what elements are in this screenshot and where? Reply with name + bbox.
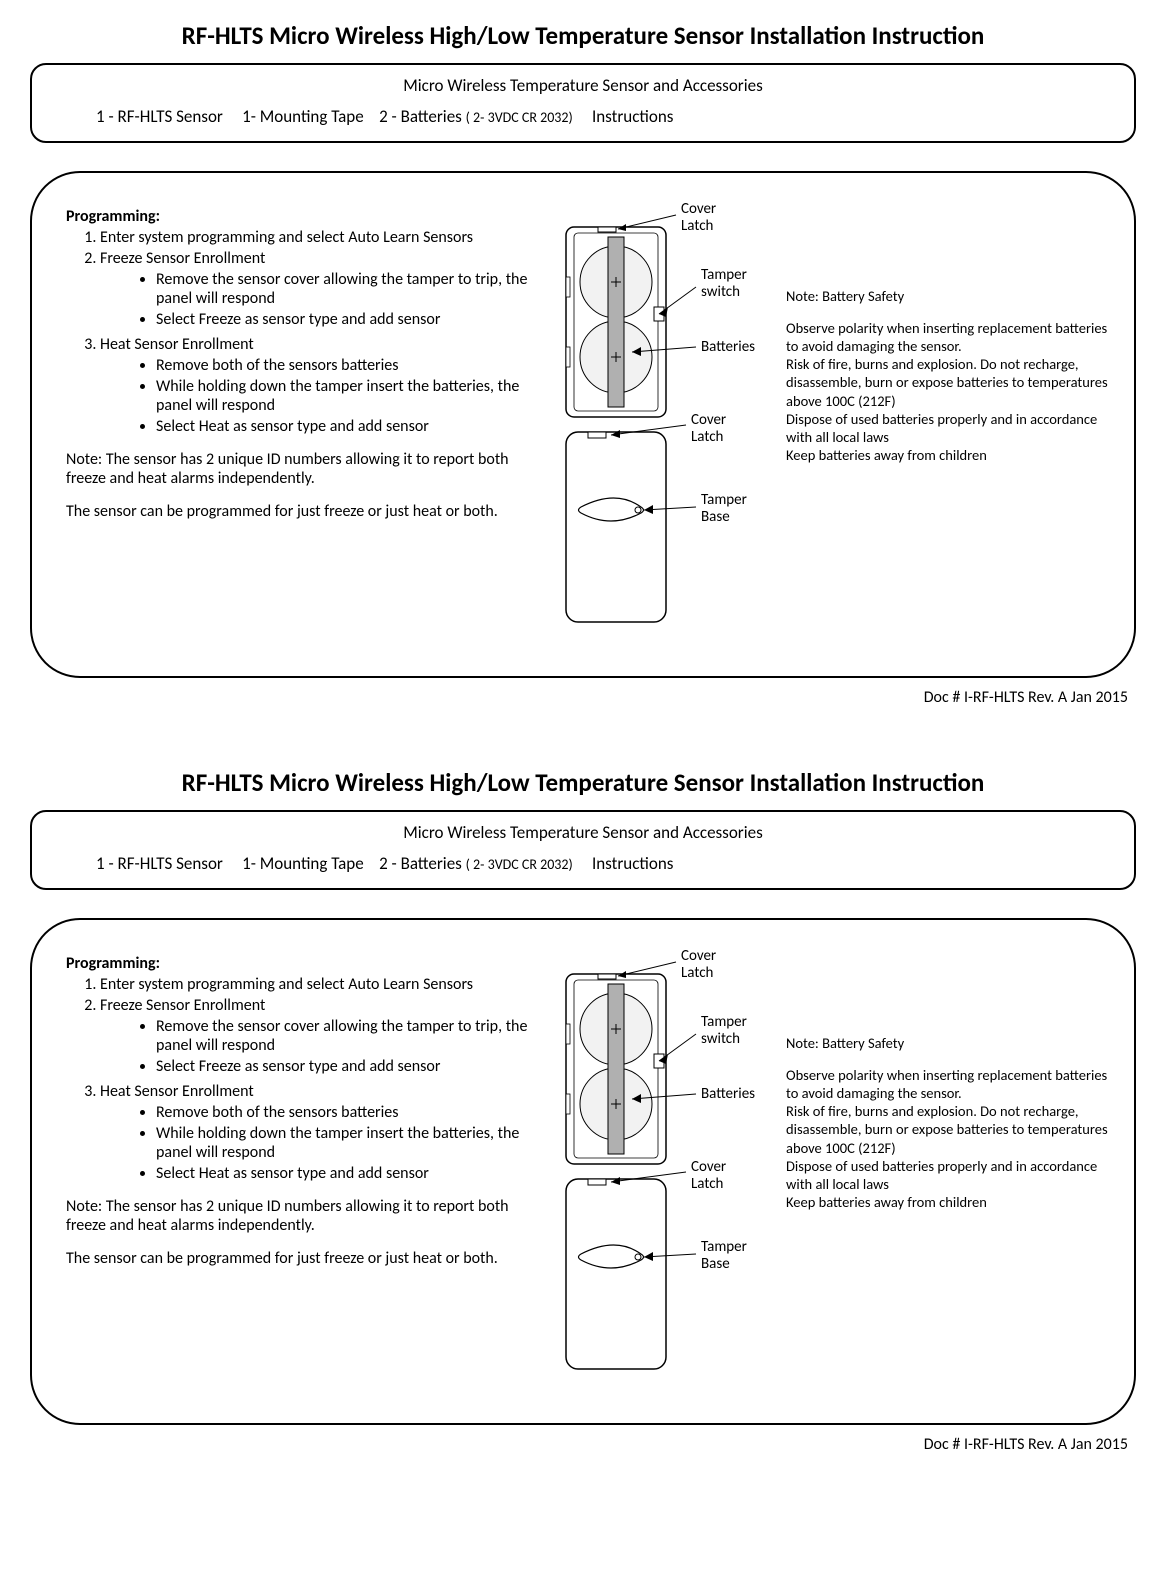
step: Heat Sensor Enrollment Remove both of th… bbox=[100, 335, 536, 436]
programming-heading: Programming: bbox=[66, 954, 536, 973]
label-tamper-base: Tamper Base bbox=[701, 492, 771, 525]
substep: Select Freeze as sensor type and add sen… bbox=[156, 1057, 536, 1076]
programming-column: Programming: Enter system programming an… bbox=[66, 954, 536, 1379]
accessories-list: 1 - RF-HLTS Sensor 1- Mounting Tape 2 - … bbox=[60, 853, 1106, 874]
programming-note: The sensor can be programmed for just fr… bbox=[66, 1249, 536, 1268]
accessory-detail: ( 2- 3VDC CR 2032) bbox=[466, 109, 573, 126]
safety-line: Observe polarity when inserting replacem… bbox=[786, 319, 1107, 355]
step: Freeze Sensor Enrollment Remove the sens… bbox=[100, 996, 536, 1076]
label-batteries: Batteries bbox=[701, 339, 755, 356]
label-batteries: Batteries bbox=[701, 1086, 755, 1103]
safety-heading: Note: Battery Safety bbox=[786, 1034, 1110, 1052]
safety-line: Observe polarity when inserting replacem… bbox=[786, 1066, 1107, 1102]
substep: Remove both of the sensors batteries bbox=[156, 1103, 536, 1122]
accessory-item: 1 - RF-HLTS Sensor bbox=[96, 853, 223, 874]
safety-line: Dispose of used batteries properly and i… bbox=[786, 1157, 1097, 1193]
accessories-box: Micro Wireless Temperature Sensor and Ac… bbox=[30, 63, 1136, 143]
substeps: Remove the sensor cover allowing the tam… bbox=[100, 1017, 536, 1076]
label-cover-latch-2: Cover Latch bbox=[691, 412, 761, 445]
label-cover-latch: Cover Latch bbox=[681, 201, 751, 234]
accessory-item: 1 - RF-HLTS Sensor bbox=[96, 106, 223, 127]
substep: While holding down the tamper insert the… bbox=[156, 377, 536, 415]
page-title: RF-HLTS Micro Wireless High/Low Temperat… bbox=[30, 20, 1136, 51]
safety-line: Keep batteries away from children bbox=[786, 1193, 987, 1211]
programming-steps: Enter system programming and select Auto… bbox=[66, 975, 536, 1183]
accessory-item: 2 - Batteries bbox=[379, 106, 462, 127]
accessories-heading: Micro Wireless Temperature Sensor and Ac… bbox=[60, 822, 1106, 843]
label-tamper-switch: Tamper switch bbox=[701, 267, 771, 300]
substeps: Remove both of the sensors batteries Whi… bbox=[100, 1103, 536, 1183]
step: Heat Sensor Enrollment Remove both of th… bbox=[100, 1082, 536, 1183]
safety-column: Note: Battery Safety Observe polarity wh… bbox=[786, 954, 1110, 1379]
step: Enter system programming and select Auto… bbox=[100, 228, 536, 247]
safety-line: Risk of fire, burns and explosion. Do no… bbox=[786, 1102, 1108, 1156]
substep: Select Freeze as sensor type and add sen… bbox=[156, 310, 536, 329]
step: Enter system programming and select Auto… bbox=[100, 975, 536, 994]
safety-line: Risk of fire, burns and explosion. Do no… bbox=[786, 355, 1108, 409]
label-tamper-base: Tamper Base bbox=[701, 1239, 771, 1272]
doc-number: Doc # I-RF-HLTS Rev. A Jan 2015 bbox=[30, 688, 1136, 707]
label-cover-latch: Cover Latch bbox=[681, 948, 751, 981]
diagram-column: Cover Latch Tamper switch Batteries Cove… bbox=[546, 207, 776, 632]
substep: Remove the sensor cover allowing the tam… bbox=[156, 270, 536, 308]
substeps: Remove both of the sensors batteries Whi… bbox=[100, 356, 536, 436]
safety-text: Observe polarity when inserting replacem… bbox=[786, 1066, 1110, 1211]
substep: Select Heat as sensor type and add senso… bbox=[156, 417, 536, 436]
programming-note: Note: The sensor has 2 unique ID numbers… bbox=[66, 1197, 536, 1235]
safety-text: Observe polarity when inserting replacem… bbox=[786, 319, 1110, 464]
step-label: Heat Sensor Enrollment bbox=[100, 1082, 254, 1101]
step-label: Freeze Sensor Enrollment bbox=[100, 996, 265, 1015]
programming-steps: Enter system programming and select Auto… bbox=[66, 228, 536, 436]
accessory-item: Instructions bbox=[592, 853, 673, 874]
substep: Remove both of the sensors batteries bbox=[156, 356, 536, 375]
programming-column: Programming: Enter system programming an… bbox=[66, 207, 536, 632]
programming-note: Note: The sensor has 2 unique ID numbers… bbox=[66, 450, 536, 488]
step-label: Freeze Sensor Enrollment bbox=[100, 249, 265, 268]
safety-heading: Note: Battery Safety bbox=[786, 287, 1110, 305]
instruction-page: RF-HLTS Micro Wireless High/Low Temperat… bbox=[30, 20, 1136, 707]
step-label: Heat Sensor Enrollment bbox=[100, 335, 254, 354]
substeps: Remove the sensor cover allowing the tam… bbox=[100, 270, 536, 329]
substep: While holding down the tamper insert the… bbox=[156, 1124, 536, 1162]
accessory-item: Instructions bbox=[592, 106, 673, 127]
label-tamper-switch: Tamper switch bbox=[701, 1014, 771, 1047]
main-content-box: Programming: Enter system programming an… bbox=[30, 171, 1136, 678]
programming-note: The sensor can be programmed for just fr… bbox=[66, 502, 536, 521]
safety-column: Note: Battery Safety Observe polarity wh… bbox=[786, 207, 1110, 632]
safety-line: Dispose of used batteries properly and i… bbox=[786, 410, 1097, 446]
instruction-page: RF-HLTS Micro Wireless High/Low Temperat… bbox=[30, 767, 1136, 1454]
page-title: RF-HLTS Micro Wireless High/Low Temperat… bbox=[30, 767, 1136, 798]
accessory-detail: ( 2- 3VDC CR 2032) bbox=[466, 856, 573, 873]
accessory-item: 2 - Batteries bbox=[379, 853, 462, 874]
main-content-box: Programming: Enter system programming an… bbox=[30, 918, 1136, 1425]
safety-line: Keep batteries away from children bbox=[786, 446, 987, 464]
step: Freeze Sensor Enrollment Remove the sens… bbox=[100, 249, 536, 329]
substep: Select Heat as sensor type and add senso… bbox=[156, 1164, 536, 1183]
programming-heading: Programming: bbox=[66, 207, 536, 226]
accessory-item: 1- Mounting Tape bbox=[242, 853, 364, 874]
label-cover-latch-2: Cover Latch bbox=[691, 1159, 761, 1192]
diagram-column: Cover Latch Tamper switch Batteries Cove… bbox=[546, 954, 776, 1379]
accessories-list: 1 - RF-HLTS Sensor 1- Mounting Tape 2 - … bbox=[60, 106, 1106, 127]
accessories-heading: Micro Wireless Temperature Sensor and Ac… bbox=[60, 75, 1106, 96]
substep: Remove the sensor cover allowing the tam… bbox=[156, 1017, 536, 1055]
accessories-box: Micro Wireless Temperature Sensor and Ac… bbox=[30, 810, 1136, 890]
accessory-item: 1- Mounting Tape bbox=[242, 106, 364, 127]
doc-number: Doc # I-RF-HLTS Rev. A Jan 2015 bbox=[30, 1435, 1136, 1454]
